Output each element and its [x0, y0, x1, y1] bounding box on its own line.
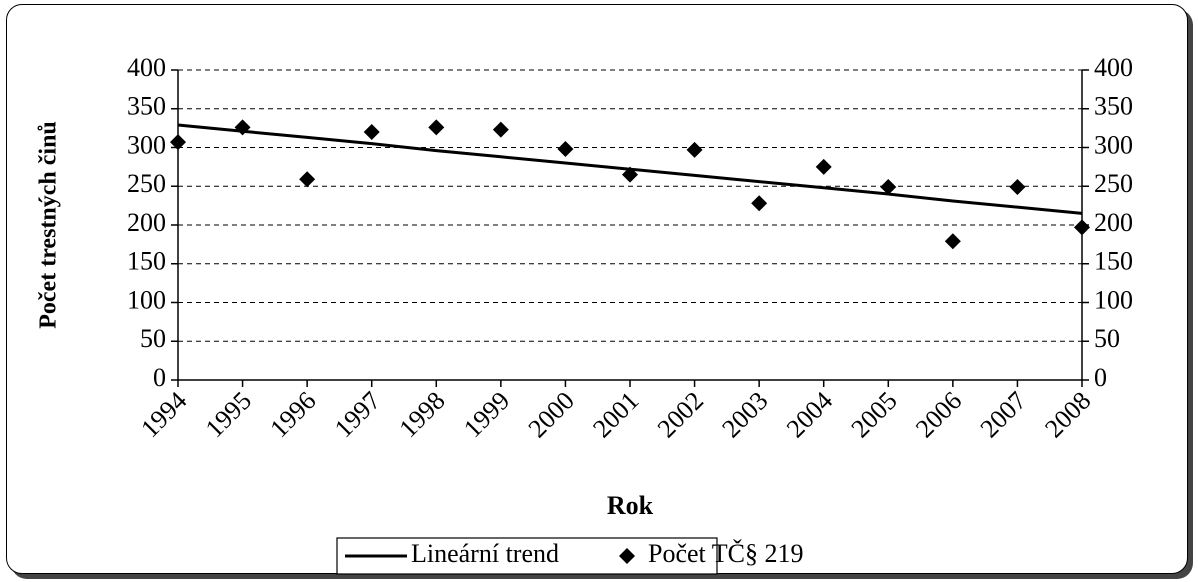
data-point [492, 121, 509, 138]
y-tick-label: 400 [127, 53, 166, 82]
x-tick-label: 1997 [329, 386, 386, 443]
y2-tick-label: 300 [1094, 130, 1133, 159]
y-tick-label: 0 [153, 363, 166, 392]
y2-tick-label: 100 [1094, 285, 1133, 314]
x-tick-label: 1995 [200, 386, 257, 443]
y2-tick-label: 250 [1094, 169, 1133, 198]
data-point [1074, 219, 1090, 236]
legend-marker [619, 548, 635, 564]
y-tick-label: 100 [127, 285, 166, 314]
x-tick-label: 2006 [910, 386, 967, 443]
data-point [686, 141, 703, 158]
data-point [815, 158, 832, 175]
x-tick-label: 2007 [975, 386, 1032, 443]
data-point [880, 179, 897, 196]
data-point [428, 119, 445, 136]
data-point [170, 134, 186, 151]
data-point [751, 195, 768, 212]
y-tick-label: 150 [127, 247, 166, 276]
x-tick-label: 1994 [135, 386, 192, 443]
y-tick-label: 250 [127, 169, 166, 198]
legend-label: Lineární trend [411, 539, 559, 568]
y-tick-label: 200 [127, 208, 166, 237]
x-tick-label: 2008 [1039, 386, 1096, 443]
x-tick-label: 2002 [652, 386, 709, 443]
data-point [557, 141, 574, 158]
data-point [299, 171, 316, 188]
x-tick-label: 2000 [523, 386, 580, 443]
y-axis-title: Počet trestných činů [36, 121, 62, 329]
y2-tick-label: 150 [1094, 247, 1133, 276]
y2-tick-label: 50 [1094, 324, 1120, 353]
x-tick-label: 2003 [716, 386, 773, 443]
data-point [1009, 179, 1026, 196]
y-tick-label: 50 [140, 324, 166, 353]
x-axis-title: Rok [607, 491, 654, 520]
y2-tick-label: 400 [1094, 53, 1133, 82]
legend-box [336, 537, 718, 575]
x-tick-label: 1996 [264, 386, 321, 443]
data-point [944, 233, 961, 250]
y2-tick-label: 350 [1094, 92, 1133, 121]
x-tick-label: 2004 [781, 386, 838, 443]
data-point [363, 124, 380, 140]
x-tick-label: 1998 [393, 386, 450, 443]
x-tick-label: 2005 [845, 386, 902, 443]
data-point [622, 166, 638, 183]
y-tick-label: 300 [127, 130, 166, 159]
x-tick-label: 2001 [587, 386, 644, 443]
y2-tick-label: 200 [1094, 208, 1133, 237]
legend-label: Počet TČ§ 219 [648, 539, 804, 568]
y2-tick-label: 0 [1094, 363, 1107, 392]
data-point [234, 119, 251, 136]
x-tick-label: 1999 [458, 386, 515, 443]
y-tick-label: 350 [127, 92, 166, 121]
chart-frame [6, 4, 1188, 574]
